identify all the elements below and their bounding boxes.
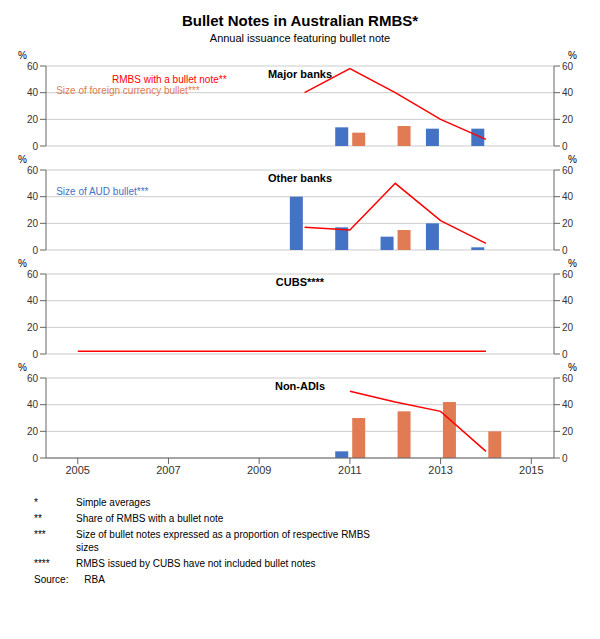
html-text:Share of RMBS with a bullet no: Share of RMBS with a bullet note — [76, 513, 224, 524]
svg-text:60: 60 — [27, 61, 39, 72]
svg-text:40: 40 — [27, 87, 39, 98]
html-text:RBA: RBA — [76, 574, 105, 585]
html-text:Annual issuance featuring bull: Annual issuance featuring bullet note — [209, 32, 391, 44]
svg-text:20: 20 — [27, 114, 39, 125]
svg-text:0: 0 — [32, 453, 38, 464]
svg-text:2013: 2013 — [428, 464, 452, 476]
svg-text:0: 0 — [32, 349, 38, 360]
svg-text:40: 40 — [27, 399, 39, 410]
svg-text:60: 60 — [562, 165, 574, 176]
html-text:Other banks: Other banks — [267, 172, 333, 184]
html-text:Bullet Notes in Australian RMB: Bullet Notes in Australian RMBS* — [181, 12, 419, 29]
svg-text:0: 0 — [562, 349, 568, 360]
svg-text:2005: 2005 — [66, 464, 90, 476]
svg-text:40: 40 — [27, 191, 39, 202]
svg-text:60: 60 — [562, 269, 574, 280]
svg-text:60: 60 — [562, 61, 574, 72]
svg-text:60: 60 — [27, 269, 39, 280]
svg-text:20: 20 — [562, 218, 574, 229]
svg-text:2015: 2015 — [519, 464, 543, 476]
svg-text:20: 20 — [562, 426, 574, 437]
html-text:Simple averages: Simple averages — [76, 497, 151, 508]
html-text:Source:: Source: — [34, 574, 69, 585]
svg-text:60: 60 — [27, 165, 39, 176]
svg-text:2011: 2011 — [338, 464, 362, 476]
svg-text:0: 0 — [562, 245, 568, 256]
svg-text:20: 20 — [562, 114, 574, 125]
svg-text:40: 40 — [562, 295, 574, 306]
svg-text:2007: 2007 — [156, 464, 180, 476]
svg-text:0: 0 — [562, 141, 568, 152]
html-text:Size of foreign currency bulle: Size of foreign currency bullet*** — [56, 85, 200, 97]
svg-text:20: 20 — [27, 426, 39, 437]
svg-text:20: 20 — [27, 322, 39, 333]
svg-text:20: 20 — [562, 322, 574, 333]
html-text:RMBS issued by CUBS have not i: RMBS issued by CUBS have not included bu… — [76, 558, 316, 569]
svg-text:20: 20 — [27, 218, 39, 229]
svg-text:60: 60 — [562, 373, 574, 384]
svg-text:2009: 2009 — [247, 464, 271, 476]
svg-text:0: 0 — [32, 245, 38, 256]
html-text:Size of bullet notes expressed: Size of bullet notes expressed as a prop… — [76, 529, 370, 553]
svg-text:40: 40 — [562, 87, 574, 98]
html-text:Non-ADIs: Non-ADIs — [274, 380, 325, 392]
svg-text:0: 0 — [32, 141, 38, 152]
svg-text:40: 40 — [27, 295, 39, 306]
html-text:CUBS****: CUBS**** — [275, 276, 325, 288]
svg-text:40: 40 — [562, 191, 574, 202]
html-text:RMBS with a bullet note**: RMBS with a bullet note** — [112, 74, 227, 85]
html-text:Major banks: Major banks — [267, 68, 333, 80]
svg-text:60: 60 — [27, 373, 39, 384]
svg-text:0: 0 — [562, 453, 568, 464]
svg-text:40: 40 — [562, 399, 574, 410]
html-text:Size of AUD bullet***: Size of AUD bullet*** — [56, 186, 149, 197]
